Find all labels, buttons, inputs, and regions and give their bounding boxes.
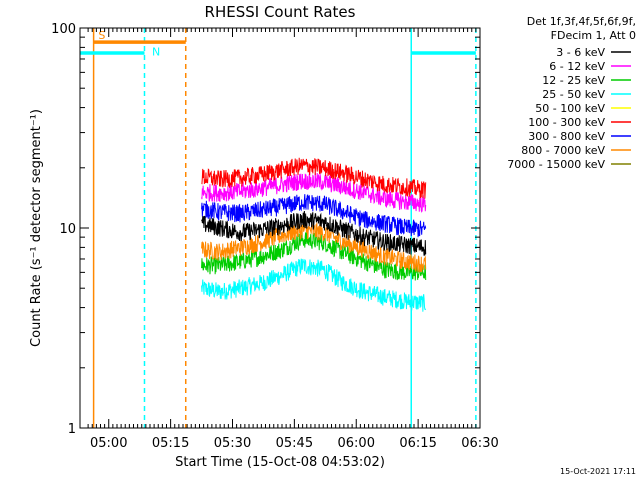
x-tick-label: 05:15 [152, 436, 189, 451]
annotation-label-n: N [152, 45, 160, 58]
legend-label-300-800-kev: 300 - 800 keV [528, 130, 605, 143]
x-axis-label: Start Time (15-Oct-08 04:53:02) [175, 455, 385, 470]
annotation-label-s: S [98, 29, 105, 42]
y-tick-label: 100 [51, 22, 76, 37]
legend-label-100-300-kev: 100 - 300 keV [528, 116, 605, 129]
y-axis: 1 10 100 [51, 22, 480, 437]
footer-timestamp: 15-Oct-2021 17:11 [560, 467, 636, 476]
legend-label-12-25-kev: 12 - 25 keV [542, 74, 605, 87]
series-line-100-300-kev [201, 157, 427, 199]
legend-label-50-100-kev: 50 - 100 keV [535, 102, 605, 115]
legend-label-25-50-kev: 25 - 50 keV [542, 88, 605, 101]
chart-title: RHESSI Count Rates [205, 3, 356, 21]
series-line-300-800-kev [201, 194, 427, 238]
y-tick-label: 10 [59, 222, 76, 237]
x-tick-label: 06:30 [461, 436, 498, 451]
x-tick-label: 05:00 [90, 436, 127, 451]
x-tick-label: 06:15 [399, 436, 436, 451]
legend-label-6-12-kev: 6 - 12 keV [549, 60, 605, 73]
legend: Det 1f,3f,4f,5f,6f,9f, FDecim 1, Att 0 3… [507, 15, 636, 171]
legend-label-7000-15000-kev: 7000 - 15000 keV [507, 158, 605, 171]
series-line-6-12-kev [201, 172, 427, 213]
x-tick-label: 05:45 [276, 436, 313, 451]
y-axis-label: Count Rate (s⁻¹ detector segment⁻¹) [29, 109, 44, 347]
series-line-12-25-kev [201, 231, 427, 281]
legend-label-3-6-kev: 3 - 6 keV [556, 46, 605, 59]
series-line-25-50-kev [201, 258, 427, 312]
legend-label-800-7000-kev: 800 - 7000 keV [521, 144, 605, 157]
x-tick-label: 05:30 [214, 436, 251, 451]
legend-header-line-2: FDecim 1, Att 0 [551, 29, 636, 42]
legend-header-line-1: Det 1f,3f,4f,5f,6f,9f, [527, 15, 636, 28]
y-tick-label: 1 [68, 422, 76, 437]
x-axis: 05:00 05:15 05:30 05:45 06:00 06:15 06:30 [87, 28, 499, 451]
plot-area: SN [80, 28, 477, 428]
x-tick-label: 06:00 [338, 436, 375, 451]
series-line-3-6-kev [201, 210, 427, 256]
